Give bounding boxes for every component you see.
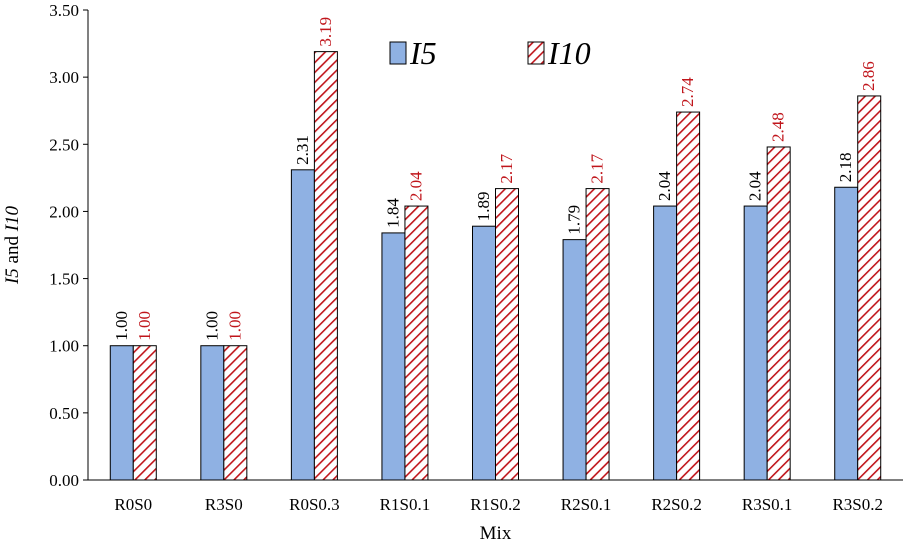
y-tick-label: 1.50 <box>49 270 79 289</box>
y-tick-label: 3.50 <box>49 1 79 20</box>
bar-i5-r3s0.1 <box>743 205 768 481</box>
y-axis-title-part: and <box>2 231 23 268</box>
data-label-i5-r2s0.2: 2.04 <box>655 171 674 201</box>
data-label-i10-r3s0: 1.00 <box>225 311 244 341</box>
data-label-i10-r1s0.2: 2.17 <box>497 153 516 183</box>
y-tick-label: 2.00 <box>49 202 79 221</box>
bar-i5-r0s0 <box>109 345 134 481</box>
data-labels-layer: 1.00 1.00 1.00 1.002.313.191.842.041.892.17… <box>112 17 878 341</box>
data-label-i5-r0s0.3: 2.31 <box>293 135 312 165</box>
bar-i5-r2s0.2 <box>653 205 678 481</box>
legend-swatch-i5 <box>389 41 407 65</box>
bar-i10-r1s0.1 <box>404 205 429 481</box>
bar-i10-r1s0.2 <box>495 188 519 481</box>
y-axis-title-part: I5 <box>2 268 23 285</box>
data-label-i5-r3s0.2: 2.18 <box>836 153 855 183</box>
bar-i10-r2s0.1 <box>585 188 610 481</box>
legend-swatch-i10 <box>527 41 545 65</box>
bar-i5-r1s0.2 <box>472 225 496 481</box>
y-axis-title-part: I10 <box>2 205 23 232</box>
y-axis-title: I5 and I10 <box>2 205 23 285</box>
data-label-i5-r3s0: 1.00 <box>202 311 221 341</box>
data-label-i10-r3s0.1: 2.48 <box>769 112 788 142</box>
bar-i10-r3s0.1 <box>766 146 791 481</box>
bar-i10-r0s0.3 <box>313 51 338 481</box>
y-tick-label: 3.00 <box>49 68 79 87</box>
data-label-i10-r0s0.3: 3.19 <box>316 17 335 47</box>
x-tick-label: R1S0.1 <box>380 495 431 514</box>
data-label-i10-r2s0.1: 2.17 <box>588 153 607 183</box>
data-label-i5-r1s0.2: 1.89 <box>474 191 493 221</box>
data-label-i10-r2s0.2: 2.74 <box>678 77 697 107</box>
data-label-i10-r0s0: 1.00 <box>135 311 154 341</box>
y-tick-label: 0.50 <box>49 404 79 423</box>
bars-layer <box>109 51 882 481</box>
y-tick-label: 0.00 <box>49 471 79 490</box>
data-label-i5-r3s0.1: 2.04 <box>746 171 765 201</box>
bar-i5-r1s0.1 <box>381 232 406 481</box>
bar-i5-r3s0.2 <box>834 186 859 481</box>
legend-label-i10: I10 <box>547 35 591 71</box>
x-tick-label: R0S0 <box>114 495 152 514</box>
x-tick-label: R2S0.2 <box>651 495 702 514</box>
bar-i10-r3s0.2 <box>857 95 882 481</box>
bar-i10-r0s0 <box>132 345 157 481</box>
bar-i10-r2s0.2 <box>676 111 701 481</box>
bar-i5-r3s0 <box>200 345 225 481</box>
x-tick-label: R3S0.2 <box>832 495 883 514</box>
legend-label-i5: I5 <box>409 35 437 71</box>
data-label-i10-r3s0.2: 2.86 <box>859 61 878 91</box>
x-tick-label: R2S0.1 <box>561 495 612 514</box>
x-tick-label: R3S0 <box>205 495 243 514</box>
data-label-i5-r0s0: 1.00 <box>112 311 131 341</box>
x-tick-label: R1S0.2 <box>470 495 521 514</box>
data-label-i5-r1s0.1: 1.84 <box>383 198 402 228</box>
x-tick-label: R3S0.1 <box>742 495 793 514</box>
y-tick-label: 2.50 <box>49 135 79 154</box>
x-axis-title: Mix <box>480 523 512 544</box>
bar-i5-r0s0.3 <box>290 169 315 481</box>
legend: I5 I10 <box>389 35 591 71</box>
bar-i10-r3s0 <box>223 345 248 481</box>
x-tick-label: R0S0.3 <box>289 495 340 514</box>
data-label-i5-r2s0.1: 1.79 <box>565 205 584 235</box>
bar-i5-r2s0.1 <box>562 239 587 481</box>
y-tick-label: 1.00 <box>49 337 79 356</box>
data-label-i10-r1s0.1: 2.04 <box>406 171 425 201</box>
